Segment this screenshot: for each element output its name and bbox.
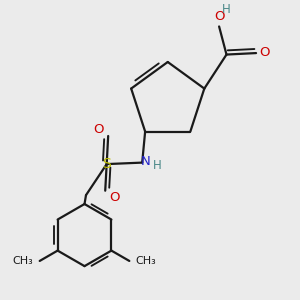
Text: S: S [102, 157, 111, 171]
Text: O: O [259, 46, 270, 59]
Text: O: O [94, 123, 104, 136]
Text: H: H [222, 3, 231, 16]
Text: CH₃: CH₃ [12, 256, 33, 266]
Text: O: O [110, 191, 120, 204]
Text: O: O [214, 11, 224, 23]
Text: CH₃: CH₃ [136, 256, 157, 266]
Text: H: H [153, 159, 161, 172]
Text: N: N [140, 154, 150, 168]
